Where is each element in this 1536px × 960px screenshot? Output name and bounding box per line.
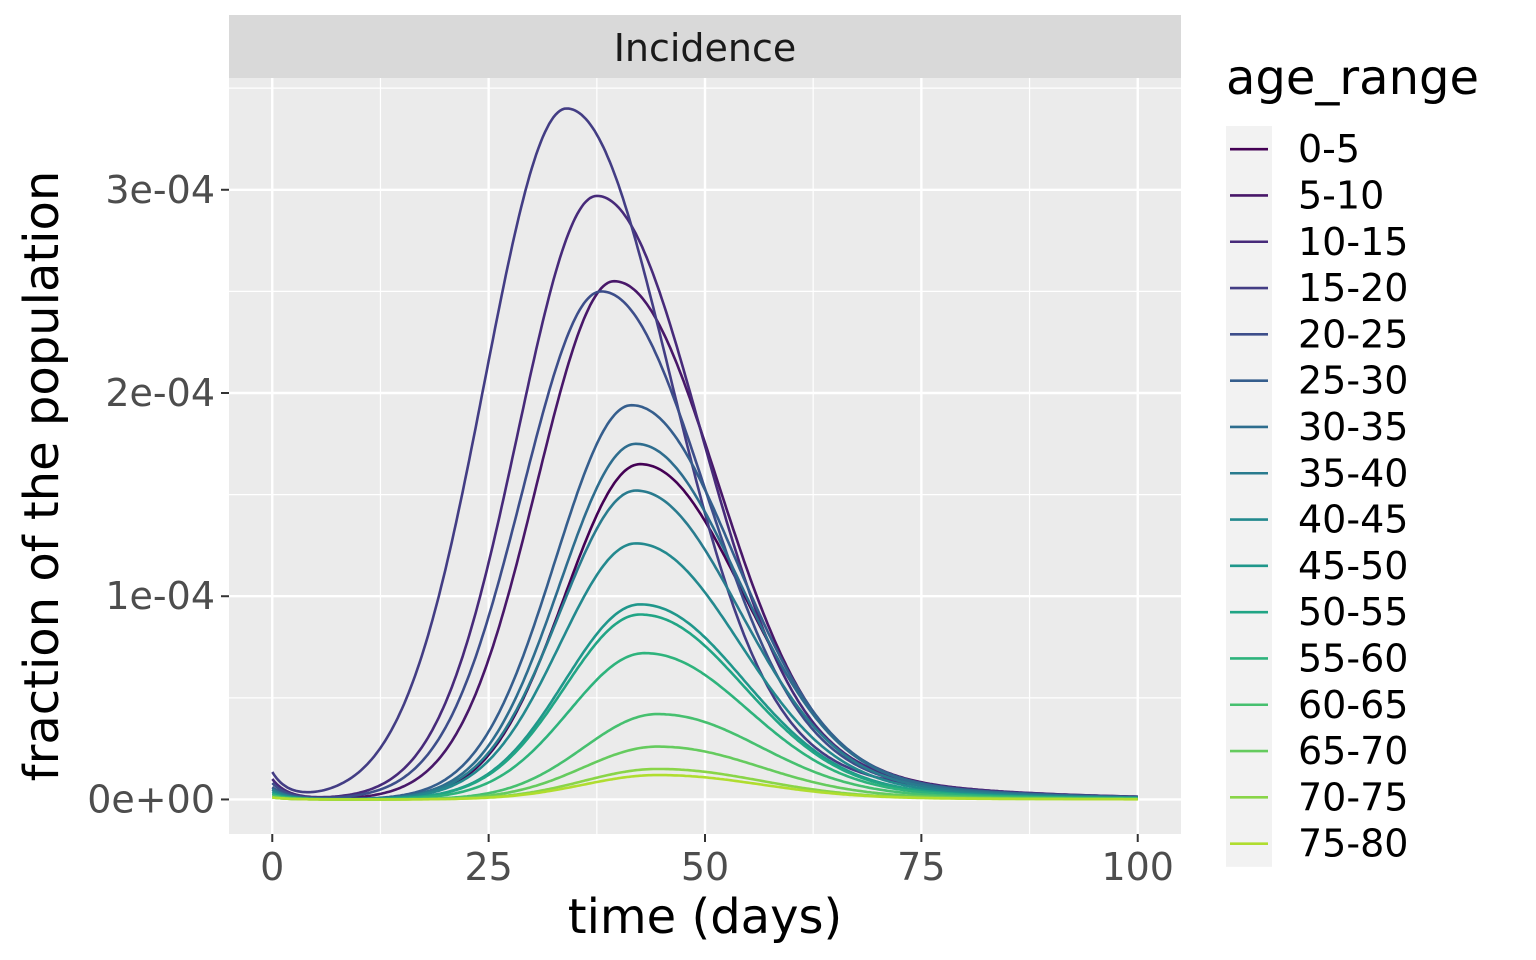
x-axis-title: time (days)	[568, 889, 842, 945]
legend-label-25-30: 25-30	[1298, 359, 1408, 403]
series-line-75-80	[272, 773, 1138, 801]
legend-label-50-55: 50-55	[1298, 590, 1408, 634]
legend: 0-55-1010-1515-2020-2525-3030-3535-4040-…	[1226, 126, 1408, 867]
legend-label-40-45: 40-45	[1298, 498, 1408, 542]
legend-label-15-20: 15-20	[1298, 266, 1408, 310]
legend-label-5-10: 5-10	[1298, 173, 1384, 217]
legend-label-65-70: 65-70	[1298, 729, 1408, 773]
x-tick-label: 25	[464, 845, 512, 889]
y-tick-label: 0e+00	[87, 777, 215, 821]
legend-title: age_range	[1226, 50, 1479, 106]
legend-label-45-50: 45-50	[1298, 544, 1408, 588]
x-tick-label: 75	[897, 845, 945, 889]
legend-label-55-60: 55-60	[1298, 636, 1408, 680]
legend-label-35-40: 35-40	[1298, 451, 1408, 495]
legend-label-10-15: 10-15	[1298, 220, 1408, 264]
facet-strip-background	[229, 15, 1181, 78]
legend-key-background	[1226, 126, 1272, 867]
x-tick-label: 0	[260, 845, 284, 889]
legend-label-70-75: 70-75	[1298, 775, 1408, 819]
legend-label-20-25: 20-25	[1298, 312, 1408, 356]
facet-strip	[229, 15, 1181, 78]
y-axis-title: fraction of the population	[14, 171, 70, 782]
grid-lines	[229, 78, 1181, 834]
x-tick-label: 100	[1101, 845, 1174, 889]
y-tick-label: 2e-04	[105, 371, 215, 415]
x-tick-label: 50	[681, 845, 729, 889]
y-tick-label: 1e-04	[105, 574, 215, 618]
facet-label: Incidence	[614, 26, 797, 70]
axes: 0 25 50 75 100 0e+00 1e-04 2e-04 3e-04	[87, 168, 1174, 889]
legend-label-60-65: 60-65	[1298, 683, 1408, 727]
legend-label-75-80: 75-80	[1298, 822, 1408, 866]
series-lines	[271, 107, 1138, 801]
legend-label-0-5: 0-5	[1298, 127, 1360, 171]
legend-label-30-35: 30-35	[1298, 405, 1408, 449]
y-tick-label: 3e-04	[105, 168, 215, 212]
